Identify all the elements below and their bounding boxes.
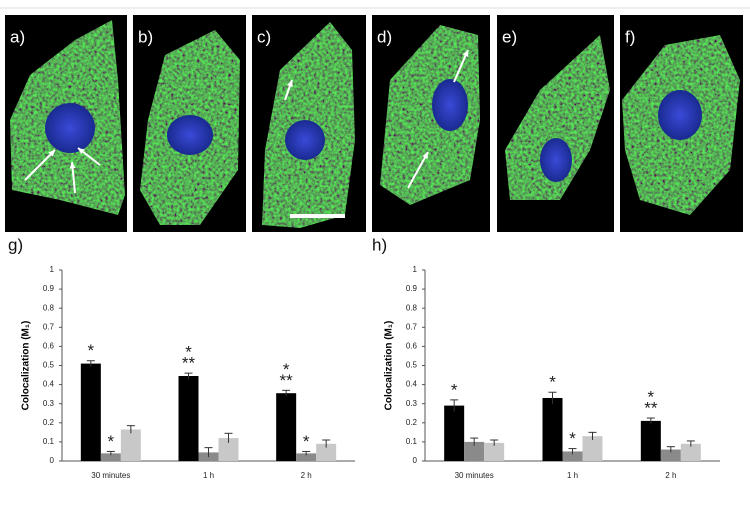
x-tick-label: 1 h: [567, 471, 578, 480]
y-tick-label: 0.6: [406, 342, 418, 351]
micrographs: a) b) c) d) e) f): [5, 15, 743, 232]
significance-mark: *: [185, 343, 192, 362]
significance-mark: *: [108, 432, 115, 451]
y-tick-label: 0.3: [406, 399, 418, 408]
y-tick-label: 0: [50, 456, 55, 465]
y-tick-label: 0: [413, 456, 418, 465]
significance-mark: **: [280, 371, 294, 390]
y-tick-label: 0.3: [43, 399, 55, 408]
y-tick-label: 0.6: [43, 342, 55, 351]
bar: [542, 397, 563, 461]
y-axis-label: Colocalization (M₁): [21, 321, 32, 411]
chart-title: g): [8, 235, 23, 254]
bar: [218, 438, 239, 461]
y-tick-label: 0.2: [406, 418, 418, 427]
bar: [562, 451, 583, 461]
chart-title: h): [372, 235, 387, 254]
panel-label: a): [10, 27, 25, 46]
charts: g) Colocalization (M₁) 0 0.1 0.2 0.3 0.4 0.5 0.6…: [8, 235, 720, 480]
y-tick-label: 0.9: [43, 284, 55, 293]
significance-mark: *: [283, 360, 290, 379]
arrow: [24, 149, 56, 181]
nucleus: [45, 103, 95, 153]
panel-label: f): [625, 27, 635, 46]
significance-mark: **: [182, 354, 196, 373]
y-tick-label: 0.4: [406, 380, 418, 389]
y-tick-label: 0.8: [43, 303, 55, 312]
significance-mark: *: [549, 373, 556, 392]
x-tick-label: 30 minutes: [91, 471, 130, 480]
arrow-head: [78, 148, 85, 155]
bar: [178, 376, 199, 461]
significance-mark: *: [451, 380, 458, 399]
bar: [660, 449, 681, 461]
y-tick-label: 0.2: [43, 418, 55, 427]
panel-label: b): [138, 27, 153, 46]
bar: [464, 441, 485, 461]
y-tick-label: 0.4: [43, 380, 55, 389]
arrow-head: [462, 50, 469, 57]
significance-mark: *: [648, 388, 655, 407]
y-tick-label: 0.8: [406, 303, 418, 312]
panel-label: c): [257, 27, 271, 46]
y-tick-label: 0.1: [406, 437, 418, 446]
x-tick-label: 2 h: [301, 471, 312, 480]
arrow: [407, 151, 429, 189]
bar: [582, 436, 603, 461]
nucleus: [432, 79, 468, 131]
y-tick-label: 0.1: [43, 437, 55, 446]
y-axis-label: Colocalization (M₁): [384, 321, 395, 411]
x-tick-label: 1 h: [203, 471, 214, 480]
bar: [444, 405, 465, 461]
panel-label: d): [377, 27, 392, 46]
bar: [484, 442, 505, 461]
nucleus: [285, 120, 325, 160]
y-tick-label: 0.9: [406, 284, 418, 293]
y-tick-label: 0.7: [406, 322, 418, 331]
nucleus: [658, 90, 702, 140]
arrow-head: [287, 80, 293, 87]
significance-mark: *: [569, 429, 576, 448]
bar: [100, 453, 121, 461]
bar-chart: g) Colocalization (M₁) 0 0.1 0.2 0.3 0.4 0.5 0.6…: [8, 235, 355, 480]
y-tick-label: 0.7: [43, 322, 55, 331]
panel-label: e): [502, 27, 517, 46]
arrow-head: [69, 162, 76, 169]
bar: [296, 453, 317, 461]
bar: [276, 393, 297, 461]
y-tick-label: 1: [50, 265, 55, 274]
arrow-head: [48, 150, 55, 157]
cell: [380, 25, 480, 205]
y-tick-label: 1: [413, 265, 418, 274]
cell: [505, 35, 610, 200]
bar: [680, 443, 701, 461]
bar: [120, 429, 141, 461]
significance-mark: *: [303, 432, 310, 451]
significance-mark: *: [88, 341, 95, 360]
y-tick-label: 0.5: [406, 361, 418, 370]
nucleus: [167, 115, 213, 155]
nucleus: [540, 138, 572, 182]
bar: [316, 443, 337, 461]
y-tick-label: 0.5: [43, 361, 55, 370]
bar: [80, 363, 101, 461]
significance-mark: **: [644, 399, 658, 418]
arrow-head: [422, 152, 428, 159]
x-tick-label: 30 minutes: [455, 471, 494, 480]
x-tick-label: 2 h: [665, 471, 676, 480]
bar: [640, 420, 661, 461]
bar-chart: h) Colocalization (M₁) 0 0.1 0.2 0.3 0.4 0.5 0.6…: [372, 235, 720, 480]
